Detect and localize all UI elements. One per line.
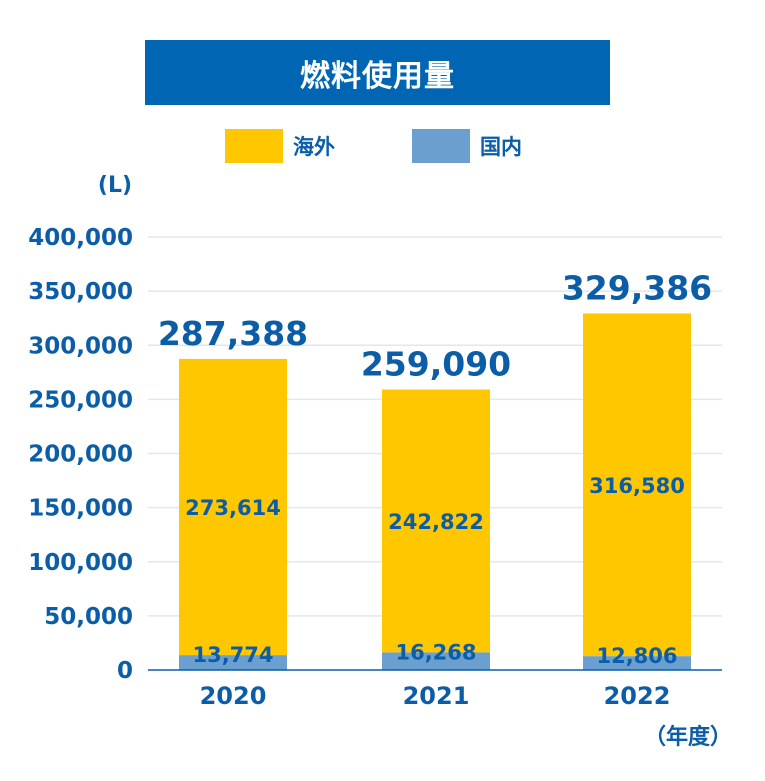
x-axis-ticks: 2020 2021 2022 (200, 682, 671, 710)
data-label-domestic-2020: 13,774 (192, 643, 273, 667)
legend-label-overseas: 海外 (293, 135, 335, 159)
bar-domestic-2020 (179, 655, 287, 670)
y-tick-label: 350,000 (28, 279, 133, 305)
data-label-domestic-2022: 12,806 (596, 644, 677, 668)
total-label-2020: 287,388 (158, 314, 308, 353)
bar-overseas-2021 (382, 389, 490, 653)
bar-domestic-2021 (382, 652, 490, 670)
legend: 海外 国内 (0, 128, 765, 164)
x-tick-label-2020: 2020 (200, 682, 267, 710)
y-tick-label: 100,000 (28, 550, 133, 576)
chart-title: 燃料使用量 (145, 40, 610, 105)
y-tick-label: 200,000 (28, 442, 133, 468)
y-tick-label: 0 (117, 658, 133, 684)
y-tick-label: 400,000 (28, 225, 133, 251)
x-tick-label-2021: 2021 (403, 682, 470, 710)
bar-overseas-2022 (583, 313, 691, 657)
data-label-overseas-2022: 316,580 (589, 474, 685, 498)
data-label-domestic-2021: 16,268 (395, 640, 476, 664)
y-tick-label: 50,000 (44, 604, 133, 630)
y-axis-ticks: 0 50,000 100,000 150,000 200,000 250,000 300,0… (28, 225, 133, 684)
legend-swatch-overseas (225, 129, 283, 163)
legend-label-domestic: 国内 (480, 135, 522, 159)
x-axis-unit: （年度） (644, 724, 732, 750)
data-label-overseas-2021: 242,822 (388, 510, 484, 534)
y-tick-label: 150,000 (28, 496, 133, 522)
bars: 273,614 13,774 287,388 242,822 16,268 259,090… (158, 268, 712, 670)
legend-item-overseas: 海外 (225, 128, 335, 164)
y-axis-unit: (L) (98, 173, 132, 198)
total-label-2022: 329,386 (562, 268, 712, 307)
total-label-2021: 259,090 (361, 345, 511, 384)
x-tick-label-2022: 2022 (604, 682, 671, 710)
legend-swatch-domestic (412, 129, 470, 163)
bar-overseas-2020 (179, 358, 287, 656)
y-tick-label: 300,000 (28, 333, 133, 359)
legend-item-domestic: 国内 (412, 128, 522, 164)
bar-domestic-2022 (583, 656, 691, 670)
data-label-overseas-2020: 273,614 (185, 496, 281, 520)
y-tick-label: 250,000 (28, 387, 133, 413)
